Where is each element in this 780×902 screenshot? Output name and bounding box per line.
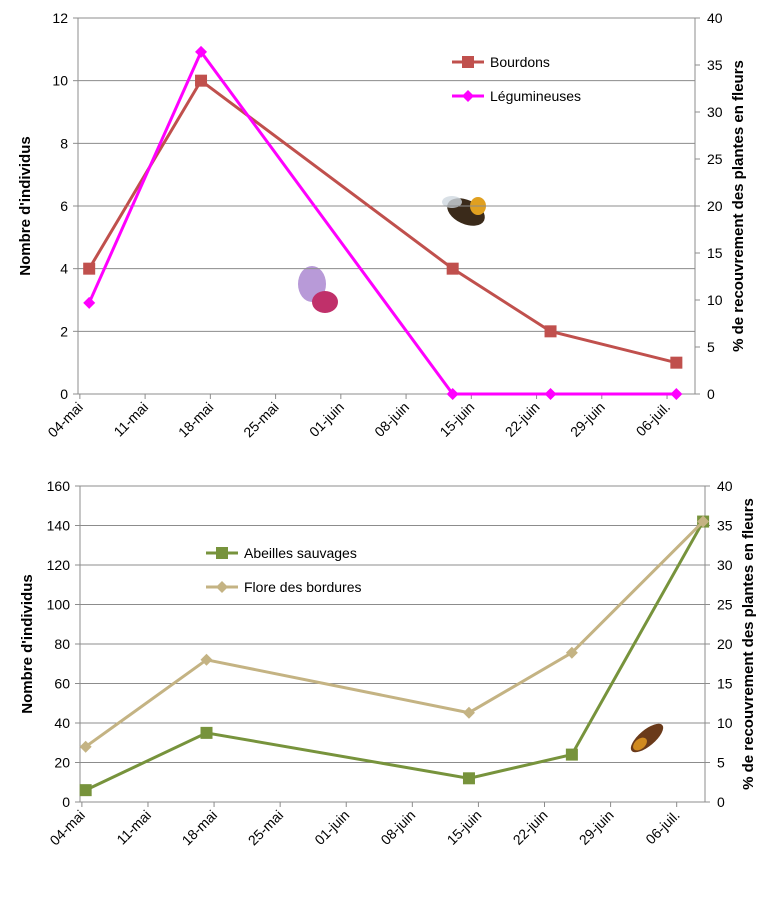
x-tick-label: 04-mai [44,399,86,441]
point [216,547,228,559]
x-tick-label: 08-juin [371,399,412,440]
y-axis-title: Nombre d'individus [19,574,36,713]
legend-label: Abeilles sauvages [244,545,357,561]
point [79,740,92,753]
x-tick-label: 01-juin [311,807,352,848]
point [544,325,557,338]
legend-label: Flore des bordures [244,579,362,595]
y2-tick-label: 15 [717,676,733,692]
x-tick-label: 25-mai [240,399,282,441]
x-tick-label: 15-juin [444,807,485,848]
point [83,262,96,275]
series-line [84,520,705,748]
point [565,646,578,659]
y2-tick-label: 30 [717,557,733,573]
point [83,296,96,309]
y-tick-label: 8 [60,135,68,151]
x-tick-label: 22-juin [502,399,543,440]
x-tick-label: 06-juil. [642,807,682,847]
y-tick-label: 40 [54,715,70,731]
y-tick-label: 12 [52,10,68,26]
point [216,581,228,593]
x-tick-label: 11-mai [113,807,154,848]
y2-tick-label: 20 [707,198,723,214]
y-tick-label: 6 [60,198,68,214]
y-tick-label: 0 [60,386,68,402]
point [79,784,92,797]
y2-tick-label: 10 [717,715,733,731]
y2-tick-label: 35 [707,57,723,73]
y2-tick-label: 15 [707,245,723,261]
y-tick-label: 10 [52,73,68,89]
series-line [85,520,705,792]
point [670,388,683,400]
point [200,726,213,739]
x-tick-label: 01-juin [306,399,347,440]
y2-tick-label: 35 [717,518,733,534]
y2-tick-label: 25 [707,151,723,167]
y-tick-label: 160 [47,478,71,494]
series-line [87,78,677,365]
x-tick-label: 08-juin [377,807,418,848]
y-tick-label: 4 [60,261,68,277]
point [462,706,475,719]
wasp-icon [630,723,664,753]
y-tick-label: 100 [47,597,71,613]
x-tick-label: 11-mai [110,399,151,440]
point [462,90,474,102]
x-tick-label: 29-juin [567,399,608,440]
point [462,56,474,68]
y2-axis-title: % de recouvrement des plantes en fleurs [740,498,757,790]
x-tick-label: 25-mai [245,807,287,849]
y-tick-label: 2 [60,323,68,339]
y-axis-title: Nombre d'individus [17,136,34,275]
y2-tick-label: 0 [707,386,715,402]
flower-icon [298,266,338,313]
legend-label: Bourdons [490,54,550,70]
x-tick-label: 15-juin [436,399,477,440]
y-tick-label: 60 [54,676,70,692]
y2-axis-title: % de recouvrement des plantes en fleurs [730,60,747,352]
y2-tick-label: 5 [707,339,715,355]
bee-icon [442,196,486,226]
y2-tick-label: 40 [707,10,723,26]
point [200,653,213,666]
y2-tick-label: 5 [717,755,725,771]
y2-tick-label: 40 [717,478,733,494]
point [446,388,459,400]
point [544,388,557,400]
series-line [87,48,677,396]
y-tick-label: 80 [54,636,70,652]
y-tick-label: 120 [47,557,71,573]
x-tick-label: 18-mai [175,399,217,441]
point [565,748,578,761]
point [195,74,208,87]
x-tick-label: 06-juil. [633,399,673,439]
y2-tick-label: 20 [717,636,733,652]
y2-tick-label: 30 [707,104,723,120]
point [195,45,208,58]
y2-tick-label: 25 [717,597,733,613]
y-tick-label: 0 [62,794,70,810]
point [446,262,459,275]
y2-tick-label: 10 [707,292,723,308]
x-tick-label: 18-mai [179,807,221,849]
point [462,772,475,785]
y-tick-label: 20 [54,755,70,771]
x-tick-label: 04-mai [46,807,88,849]
x-tick-label: 29-juin [576,807,617,848]
y-tick-label: 140 [47,518,71,534]
point [697,515,710,528]
legend-label: Légumineuses [490,88,581,104]
point [670,356,683,369]
x-tick-label: 22-juin [510,807,551,848]
y2-tick-label: 0 [717,794,725,810]
